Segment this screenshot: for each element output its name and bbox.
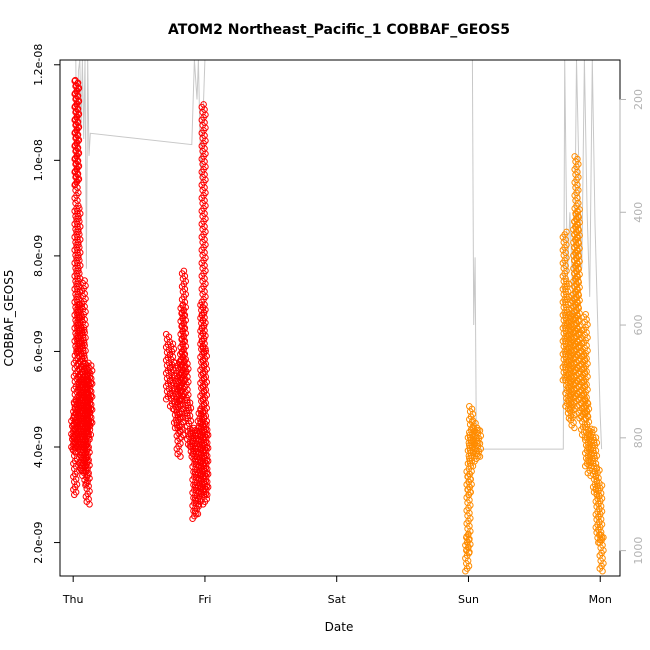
x-tick-label: Sun	[458, 593, 479, 606]
data-point	[576, 206, 583, 213]
data-point	[76, 205, 83, 212]
plot-area-frame	[59, 59, 621, 577]
y-tick-label: 6.0e-09	[32, 330, 45, 372]
y-tick-label: 1.2e-08	[32, 44, 45, 86]
data-point	[162, 330, 170, 338]
data-point	[590, 426, 598, 434]
data-point	[171, 359, 179, 367]
y-tick-label: 8.0e-09	[32, 235, 45, 277]
right-tick-label: 200	[632, 89, 645, 110]
data-points-layer	[68, 76, 607, 575]
data-point	[473, 424, 481, 432]
data-point	[197, 301, 204, 309]
y-tick-label: 2.0e-09	[32, 521, 45, 563]
y-tick-label: 1.0e-08	[32, 139, 45, 181]
data-point	[469, 417, 477, 424]
x-tick-label: Fri	[198, 593, 211, 606]
y-axis-label: COBBAF_GEOS5	[2, 270, 16, 367]
data-point	[184, 396, 191, 404]
x-tick-label: Mon	[589, 593, 612, 606]
right-tick-label: 600	[632, 315, 645, 336]
data-point	[181, 357, 188, 365]
data-point	[71, 77, 78, 85]
y-axis-right: 200 400 600 800 1000	[619, 89, 645, 565]
x-axis: Thu Fri Sat Sun Mon	[62, 575, 612, 606]
data-point	[169, 340, 177, 348]
x-tick-label: Thu	[62, 593, 84, 606]
chart-title: ATOM2 Northeast_Pacific_1 COBBAF_GEOS5	[168, 22, 510, 38]
data-point	[85, 359, 92, 367]
data-point	[81, 359, 88, 367]
pressure-track-layer	[73, 59, 603, 450]
data-point	[180, 267, 188, 275]
data-point	[598, 482, 606, 489]
x-axis-label: Date	[325, 620, 354, 634]
data-point	[199, 345, 207, 352]
data-point	[466, 403, 473, 410]
data-point	[72, 76, 79, 84]
data-point	[563, 278, 570, 285]
right-tick-label: 800	[632, 427, 645, 448]
data-point	[593, 464, 601, 471]
data-point	[597, 531, 605, 539]
data-point	[563, 228, 570, 236]
data-point	[203, 421, 210, 428]
right-tick-label: 1000	[632, 537, 645, 565]
data-point	[582, 311, 590, 318]
data-point	[81, 277, 88, 284]
data-point	[582, 397, 589, 405]
right-tick-label: 400	[632, 202, 645, 223]
data-point	[592, 434, 600, 441]
y-axis-left: 2.0e-09 4.0e-09 6.0e-09 8.0e-09 1.0e-08 1.2e-…	[32, 44, 61, 564]
x-tick-label: Sat	[328, 593, 347, 606]
data-point	[571, 153, 579, 160]
pressure-track-line	[73, 59, 603, 450]
y-tick-label: 4.0e-09	[32, 426, 45, 468]
data-point	[200, 101, 207, 108]
